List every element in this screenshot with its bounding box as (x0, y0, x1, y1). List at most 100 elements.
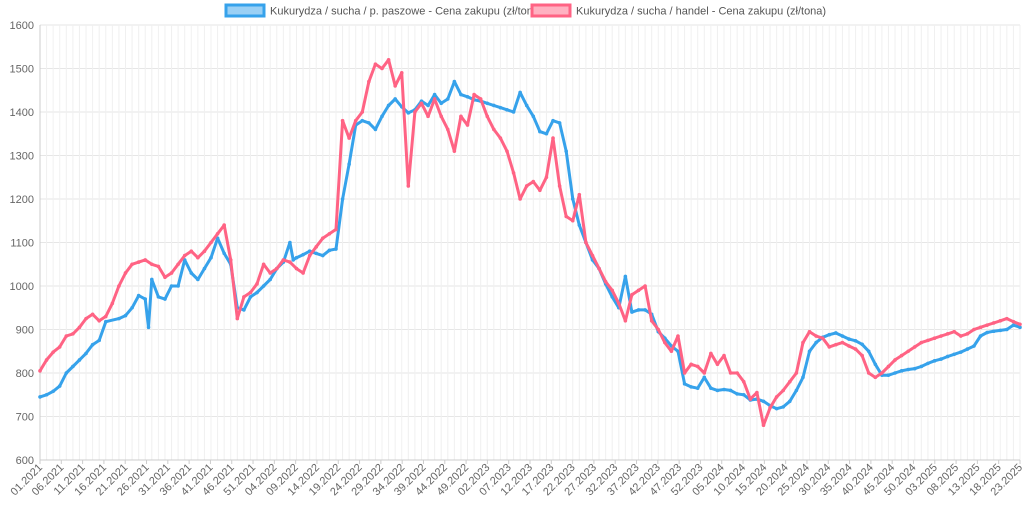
data-point (774, 406, 779, 411)
data-point (340, 118, 345, 123)
data-point (847, 344, 851, 348)
data-point (38, 395, 42, 399)
data-point (873, 362, 878, 367)
data-point (524, 184, 529, 188)
data-point (498, 136, 503, 140)
data-point (373, 127, 378, 132)
data-point (228, 258, 233, 262)
data-point (347, 136, 351, 140)
data-point (866, 371, 871, 375)
data-point (419, 101, 424, 106)
data-point (873, 375, 878, 380)
data-point (209, 240, 213, 245)
data-point (71, 364, 75, 369)
data-point (893, 371, 897, 375)
data-point (807, 329, 812, 334)
data-point (715, 362, 720, 367)
data-point (998, 328, 1003, 333)
data-point (439, 114, 444, 119)
data-point (353, 118, 358, 123)
data-point (702, 375, 707, 380)
y-tick-label: 1100 (10, 238, 34, 250)
data-point (90, 312, 95, 317)
data-point (301, 252, 305, 257)
data-point (623, 274, 628, 279)
data-point (44, 358, 49, 362)
data-point (1018, 322, 1022, 327)
data-point (291, 258, 296, 262)
legend-swatch (224, 3, 266, 18)
data-point (728, 388, 733, 393)
data-point (616, 301, 621, 306)
series-layer (38, 58, 1022, 428)
data-point (912, 345, 917, 349)
data-point (117, 316, 121, 321)
data-point (643, 284, 647, 288)
legend-item-0[interactable]: Kukurydza / sucha / p. paszowe - Cena za… (224, 3, 543, 18)
data-point (360, 110, 365, 114)
data-point (544, 175, 549, 180)
data-point (406, 184, 411, 188)
data-point (886, 373, 891, 377)
data-point (919, 340, 924, 345)
data-point (327, 232, 332, 236)
data-point (143, 258, 148, 262)
data-point (327, 248, 332, 253)
data-point (380, 66, 384, 71)
data-point (215, 232, 220, 236)
data-point (57, 345, 62, 349)
data-point (570, 218, 575, 223)
data-point (709, 386, 713, 391)
data-point (972, 344, 976, 348)
data-point (551, 136, 555, 140)
data-point (235, 316, 240, 321)
data-point (610, 288, 615, 293)
data-point (71, 332, 75, 336)
data-point (445, 127, 450, 132)
data-point (682, 371, 687, 375)
data-point (741, 392, 746, 397)
data-point (939, 357, 943, 361)
data-point (577, 223, 582, 227)
data-point (386, 103, 391, 108)
data-point (321, 253, 325, 258)
legend-label: Kukurydza / sucha / handel - Cena zakupu… (576, 6, 826, 18)
data-point (991, 321, 996, 325)
data-point (1011, 323, 1016, 327)
data-point (150, 277, 154, 282)
data-point (367, 79, 371, 84)
data-point (321, 236, 325, 240)
data-point (77, 358, 82, 362)
data-point (288, 240, 292, 245)
data-point (985, 330, 989, 335)
data-point (728, 371, 733, 375)
data-point (281, 258, 286, 262)
data-point (610, 295, 615, 299)
data-point (564, 149, 568, 153)
data-point (196, 277, 200, 282)
data-point (255, 282, 259, 286)
data-point (834, 331, 838, 335)
data-point (314, 245, 319, 249)
data-point (735, 371, 739, 375)
data-point (64, 371, 69, 375)
legend-item-1[interactable]: Kukurydza / sucha / handel - Cena zakupu… (530, 3, 826, 18)
data-point (801, 375, 805, 380)
data-point (926, 361, 930, 366)
data-point (294, 255, 299, 260)
data-point (932, 336, 937, 341)
legend-swatch (530, 3, 572, 18)
data-point (544, 131, 549, 136)
data-point (472, 92, 476, 97)
legend[interactable]: Kukurydza / sucha / p. paszowe - Cena za… (224, 3, 826, 18)
data-point (406, 111, 411, 115)
data-point (906, 349, 910, 354)
data-point (84, 316, 88, 321)
data-point (110, 301, 115, 306)
data-point (663, 340, 667, 345)
data-point (347, 162, 351, 166)
data-point (893, 358, 897, 362)
data-point (452, 149, 457, 153)
data-point (787, 399, 792, 404)
